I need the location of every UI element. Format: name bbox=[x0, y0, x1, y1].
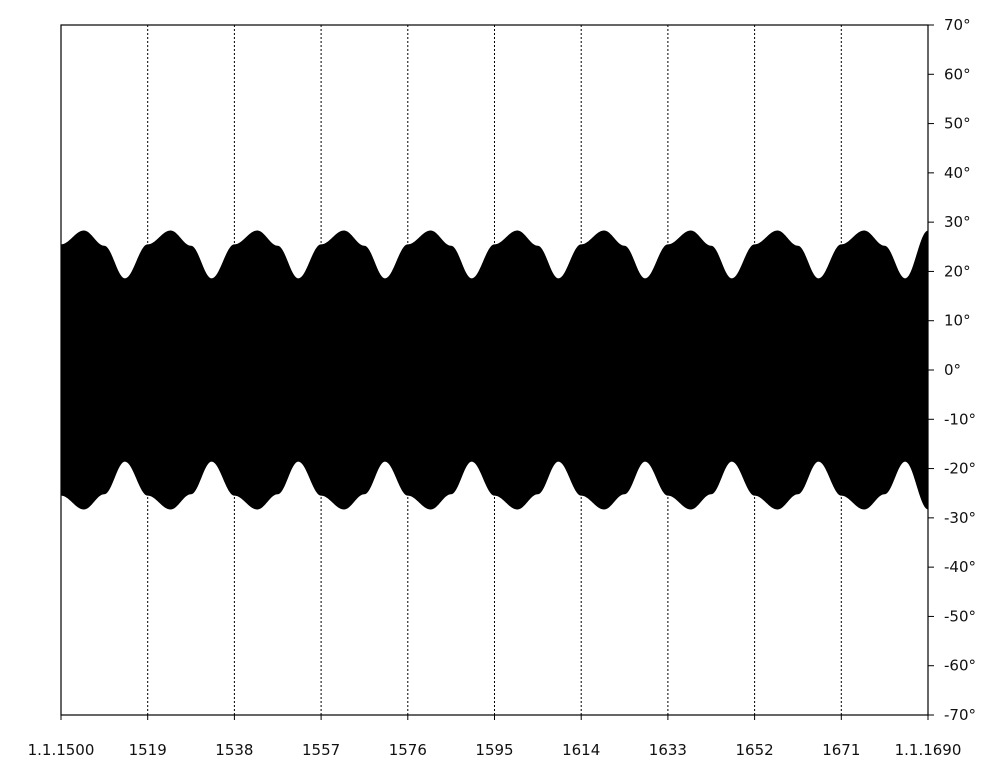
x-tick-label-1557: 1557 bbox=[302, 741, 340, 759]
y-tick-label--30: -30° bbox=[944, 509, 976, 527]
x-tick-label-1.1.1500: 1.1.1500 bbox=[28, 741, 95, 759]
y-tick-label-20: 20° bbox=[944, 262, 971, 280]
y-axis: 70° 60° 50° 40° 30° 20° 10° 0° -10° -20° -30° -40° -… bbox=[928, 16, 976, 724]
x-tick-label-1519: 1519 bbox=[129, 741, 167, 759]
series-area bbox=[61, 230, 928, 510]
x-tick-label-1652: 1652 bbox=[736, 741, 774, 759]
x-tick-label-1538: 1538 bbox=[215, 741, 253, 759]
x-tick-label-1576: 1576 bbox=[389, 741, 427, 759]
x-tick-label-1614: 1614 bbox=[562, 741, 600, 759]
y-tick-label-0: 0° bbox=[944, 361, 961, 379]
x-tick-label-1671: 1671 bbox=[822, 741, 860, 759]
y-tick-label-60: 60° bbox=[944, 65, 971, 83]
y-tick-label-10: 10° bbox=[944, 312, 971, 330]
y-tick-label--20: -20° bbox=[944, 460, 976, 478]
y-tick-label--10: -10° bbox=[944, 410, 976, 428]
y-tick-label--50: -50° bbox=[944, 607, 976, 625]
x-axis: 1.1.1500 1519 1538 1557 1576 1595 1614 1633 1652… bbox=[28, 715, 962, 759]
y-tick-label-40: 40° bbox=[944, 164, 971, 182]
x-tick-label-1595: 1595 bbox=[475, 741, 513, 759]
y-tick-label-70: 70° bbox=[944, 16, 971, 34]
y-tick-label--40: -40° bbox=[944, 558, 976, 576]
y-tick-label--60: -60° bbox=[944, 657, 976, 675]
x-tick-label-1633: 1633 bbox=[649, 741, 687, 759]
y-tick-label-50: 50° bbox=[944, 115, 971, 133]
y-tick-label--70: -70° bbox=[944, 706, 976, 724]
x-tick-label-1.1.1690: 1.1.1690 bbox=[895, 741, 962, 759]
y-tick-label-30: 30° bbox=[944, 213, 971, 231]
series-area-0 bbox=[61, 230, 928, 510]
